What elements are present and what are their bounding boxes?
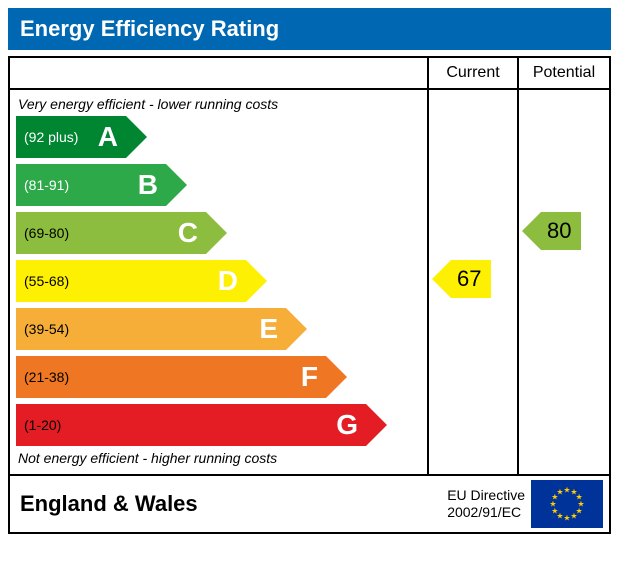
caption-top: Very energy efficient - lower running co…: [16, 94, 421, 116]
epc-chart: Energy Efficiency Rating Current Potenti…: [8, 8, 611, 534]
band-letter: D: [218, 265, 246, 297]
bands-area: Very energy efficient - lower running co…: [10, 90, 429, 474]
band-range: (69-80): [24, 225, 69, 241]
band-e: (39-54) E: [16, 308, 421, 350]
directive-line2: 2002/91/EC: [447, 504, 521, 520]
band-bar: (92 plus) A: [16, 116, 126, 158]
band-range: (1-20): [24, 417, 61, 433]
bands-container: (92 plus) A (81-91) B (69-80) C (55-68) D (39-54…: [16, 116, 421, 446]
rating-potential: 80: [541, 212, 581, 250]
band-range: (39-54): [24, 321, 69, 337]
band-d: (55-68) D: [16, 260, 421, 302]
band-range: (81-91): [24, 177, 69, 193]
band-letter: F: [301, 361, 326, 393]
band-range: (21-38): [24, 369, 69, 385]
band-letter: C: [178, 217, 206, 249]
eu-flag-icon: ★★★★★★★★★★★★: [531, 480, 603, 528]
band-bar: (39-54) E: [16, 308, 286, 350]
title-bar: Energy Efficiency Rating: [8, 8, 611, 50]
band-letter: A: [98, 121, 126, 153]
band-g: (1-20) G: [16, 404, 421, 446]
eu-star-icon: ★: [570, 512, 577, 521]
header-row: Current Potential: [10, 58, 609, 90]
band-range: (92 plus): [24, 129, 78, 145]
chart-frame: Current Potential Very energy efficient …: [8, 56, 611, 534]
band-letter: E: [259, 313, 286, 345]
band-bar: (81-91) B: [16, 164, 166, 206]
band-range: (55-68): [24, 273, 69, 289]
footer-right: EU Directive 2002/91/EC ★★★★★★★★★★★★: [447, 476, 609, 532]
column-potential: 80: [519, 90, 609, 474]
rating-current: 67: [451, 260, 491, 298]
band-letter: B: [138, 169, 166, 201]
band-letter: G: [336, 409, 366, 441]
header-spacer: [10, 58, 429, 88]
caption-bottom: Not energy efficient - higher running co…: [16, 448, 421, 470]
header-potential: Potential: [519, 58, 609, 88]
band-f: (21-38) F: [16, 356, 421, 398]
column-current: 67: [429, 90, 519, 474]
chart-body: Very energy efficient - lower running co…: [10, 90, 609, 474]
eu-star-icon: ★: [563, 514, 570, 523]
directive-text: EU Directive 2002/91/EC: [447, 487, 525, 521]
band-bar: (55-68) D: [16, 260, 246, 302]
title-text: Energy Efficiency Rating: [20, 16, 279, 41]
band-bar: (1-20) G: [16, 404, 366, 446]
band-bar: (69-80) C: [16, 212, 206, 254]
directive-line1: EU Directive: [447, 487, 525, 503]
header-current: Current: [429, 58, 519, 88]
band-b: (81-91) B: [16, 164, 421, 206]
band-c: (69-80) C: [16, 212, 421, 254]
footer-region: England & Wales: [10, 483, 447, 525]
footer-row: England & Wales EU Directive 2002/91/EC …: [10, 474, 609, 532]
band-a: (92 plus) A: [16, 116, 421, 158]
band-bar: (21-38) F: [16, 356, 326, 398]
eu-star-icon: ★: [556, 487, 563, 496]
